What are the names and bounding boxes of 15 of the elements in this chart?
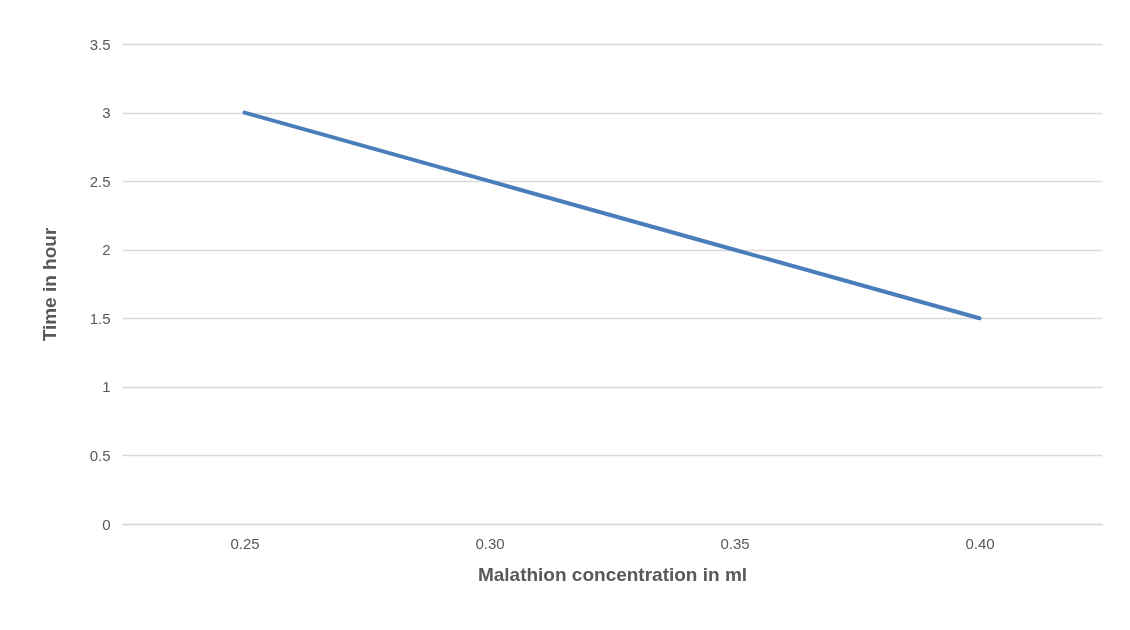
y-tick-label: 1 <box>102 378 111 396</box>
y-tick-label: 2 <box>102 241 111 259</box>
x-tick-label: 0.40 <box>965 534 995 552</box>
y-tick-label: 0.5 <box>89 446 111 464</box>
line-series <box>242 110 982 321</box>
x-tick-label: 0.35 <box>720 534 750 552</box>
x-tick-label: 0.30 <box>475 534 505 552</box>
y-tick-label: 3 <box>102 104 111 122</box>
y-tick-label: 1.5 <box>89 309 111 327</box>
y-tick-label: 3.5 <box>89 35 111 53</box>
y-axis-title: Time in hour <box>38 227 60 342</box>
x-tick-label: 0.25 <box>230 534 260 552</box>
y-tick-label: 0 <box>102 515 111 533</box>
y-tick-label: 2.5 <box>89 172 111 190</box>
x-axis-title: Malathion concentration in ml <box>477 563 748 585</box>
